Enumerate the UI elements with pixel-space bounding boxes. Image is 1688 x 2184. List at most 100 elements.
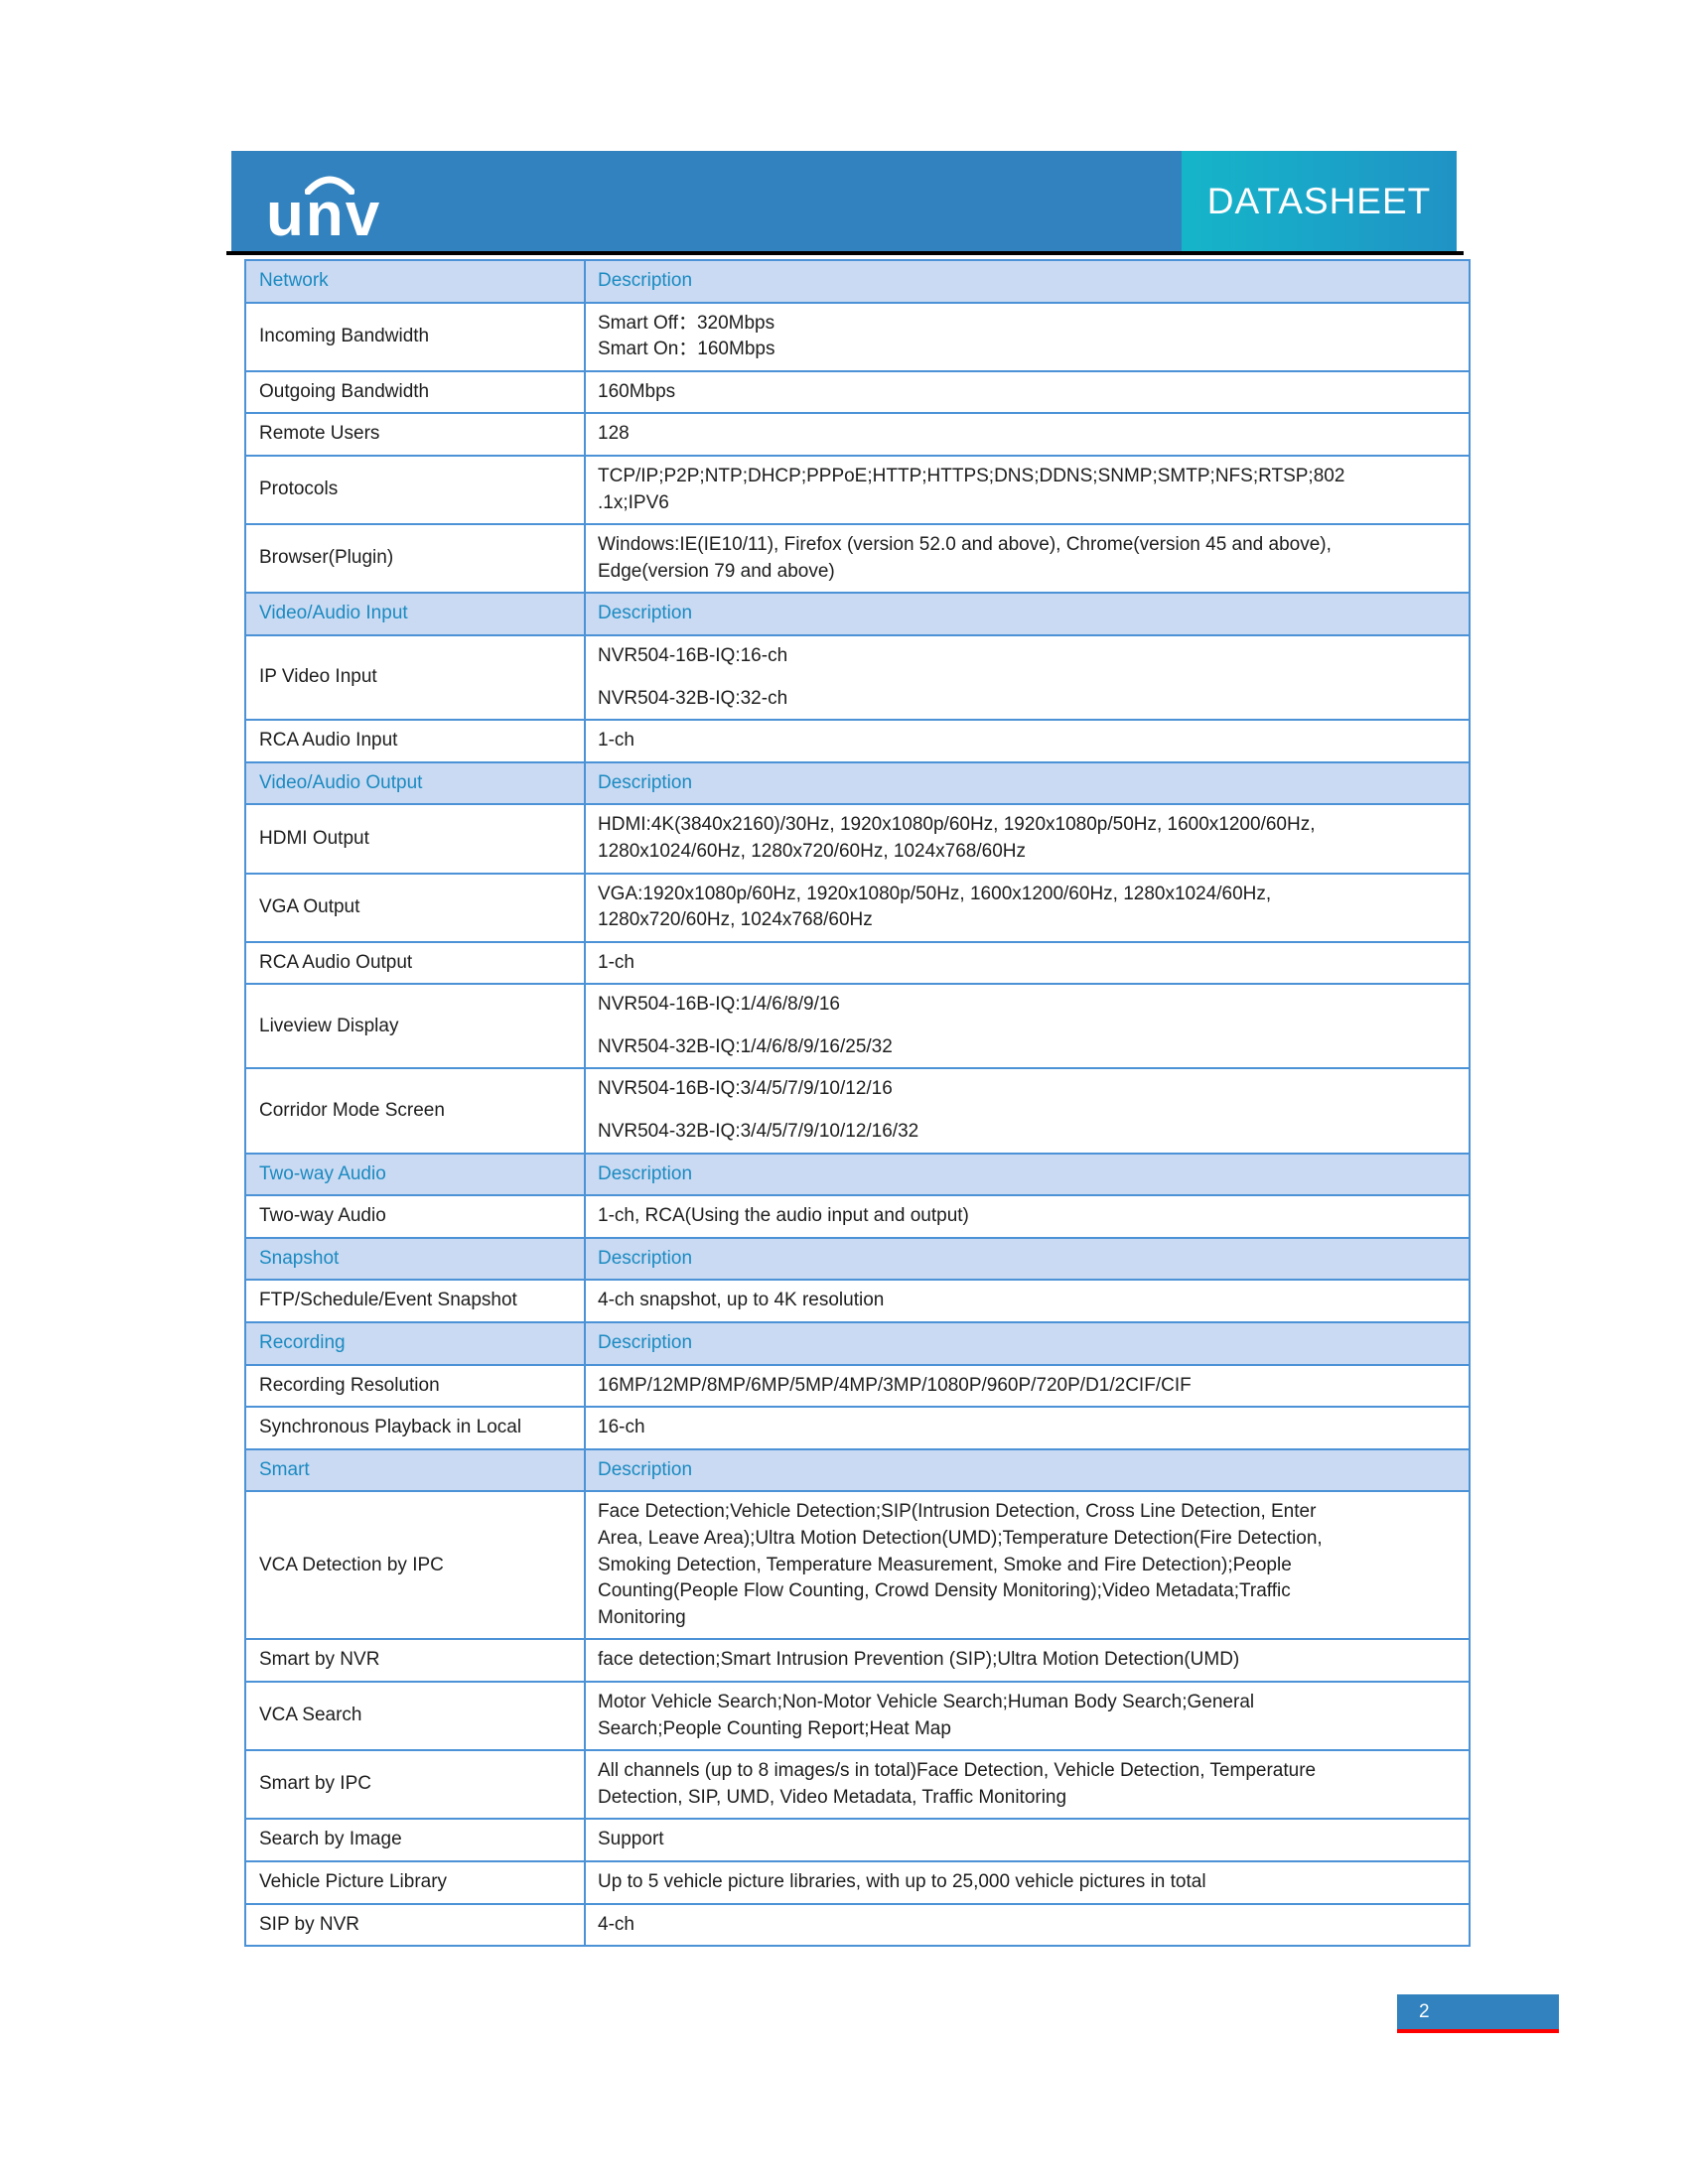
logo-text: unv [266, 181, 382, 249]
spec-row: Liveview Display NVR504-16B-IQ:1/4/6/8/9/… [246, 983, 1469, 1068]
spec-label: VCA Detection by IPC [246, 1492, 586, 1639]
spec-value-line: Motor Vehicle Search;Non-Motor Vehicle S… [598, 1691, 1255, 1712]
spec-value-line: 1-ch [598, 951, 634, 973]
spec-value: face detection;Smart Intrusion Preventio… [586, 1640, 1469, 1681]
spec-label: Protocols [246, 456, 586, 524]
spec-value-line: Detection, SIP, UMD, Video Metadata, Tra… [598, 1786, 1067, 1808]
spec-value: 4-ch [586, 1905, 1469, 1946]
spec-label: Liveview Display [246, 985, 586, 1068]
unv-logo: unv [266, 176, 381, 246]
spec-label: Incoming Bandwidth [246, 303, 586, 370]
spec-row: IP Video Input NVR504-16B-IQ:16-ch NVR504-… [246, 633, 1469, 720]
spec-label: Outgoing Bandwidth [246, 371, 586, 413]
spec-value-line: NVR504-32B-IQ:1/4/6/8/9/16/25/32 [598, 1035, 893, 1057]
section-label: Smart [246, 1449, 586, 1491]
spec-row: Remote Users 128 [246, 412, 1469, 455]
spec-row: Vehicle Picture Library Up to 5 vehicle p… [246, 1859, 1469, 1903]
brand-bar: unv [231, 151, 1182, 251]
spec-label: Remote Users [246, 414, 586, 455]
spec-value-line: VGA:1920x1080p/60Hz, 1920x1080p/50Hz, 16… [598, 883, 1272, 904]
spec-value-line: 16-ch [598, 1417, 645, 1438]
spec-value-line: Windows:IE(IE10/11), Firefox (version 52… [598, 534, 1332, 556]
spec-value: VGA:1920x1080p/60Hz, 1920x1080p/50Hz, 16… [586, 875, 1469, 941]
spec-label: VCA Search [246, 1682, 586, 1750]
section-label: Video/Audio Input [246, 594, 586, 634]
spec-value-line: TCP/IP;P2P;NTP;DHCP;PPPoE;HTTP;HTTPS;DNS… [598, 465, 1345, 486]
spec-row: VCA Search Motor Vehicle Search;Non-Motor… [246, 1680, 1469, 1750]
spec-label: Two-way Audio [246, 1196, 586, 1237]
spec-value: NVR504-16B-IQ:3/4/5/7/9/10/12/16 NVR504-3… [586, 1069, 1469, 1152]
spec-label: RCA Audio Input [246, 721, 586, 761]
spec-value-line: All channels (up to 8 images/s in total)… [598, 1760, 1317, 1782]
spec-table: Network Description Incoming Bandwidth Smar… [244, 259, 1471, 1948]
spec-label: Corridor Mode Screen [246, 1069, 586, 1153]
spec-value-line: NVR504-16B-IQ:3/4/5/7/9/10/12/16 [598, 1078, 893, 1100]
spec-row: Smart by IPC All channels (up to 8 images… [246, 1749, 1469, 1819]
spec-value: 16-ch [586, 1408, 1469, 1448]
spec-value: HDMI:4K(3840x2160)/30Hz, 1920x1080p/60Hz… [586, 805, 1469, 872]
spec-value-line: 4-ch [598, 1913, 634, 1935]
spec-value-line: 1-ch [598, 730, 634, 751]
section-description: Description [598, 1162, 693, 1184]
spec-value-line: NVR504-32B-IQ:32-ch [598, 687, 788, 709]
section-header-row: Smart Description [246, 1447, 1469, 1491]
spec-label: Search by Image [246, 1820, 586, 1860]
spec-value: 1-ch [586, 721, 1469, 761]
spec-value-line: Up to 5 vehicle picture libraries, with … [598, 1870, 1206, 1892]
spec-value: All channels (up to 8 images/s in total)… [586, 1751, 1469, 1818]
spec-label: HDMI Output [246, 805, 586, 873]
spec-row: RCA Audio Output 1-ch [246, 940, 1469, 984]
spec-value-line: 1-ch, RCA(Using the audio input and outp… [598, 1205, 969, 1227]
spec-value-line: NVR504-16B-IQ:1/4/6/8/9/16 [598, 994, 840, 1016]
spec-label: Browser(Plugin) [246, 525, 586, 593]
section-header-row: Snapshot Description [246, 1236, 1469, 1280]
section-header-row: Video/Audio Input Description [246, 592, 1469, 634]
spec-row: Two-way Audio 1-ch, RCA(Using the audio i… [246, 1194, 1469, 1237]
header-banner: unv DATASHEET [231, 151, 1457, 251]
spec-value-line: 1280x1024/60Hz, 1280x720/60Hz, 1024x768/… [598, 840, 1026, 862]
section-label: Network [246, 261, 586, 302]
spec-value-line: Smart Off：320Mbps [598, 312, 775, 334]
spec-value: 160Mbps [586, 372, 1469, 413]
page-number-box: 2 [1397, 1994, 1559, 2033]
section-header-row: Recording Description [246, 1321, 1469, 1364]
spec-row: Search by Image Support [246, 1818, 1469, 1860]
spec-label: VGA Output [246, 874, 586, 941]
spec-value: Support [586, 1820, 1469, 1860]
spec-value-line: Area, Leave Area);Ultra Motion Detection… [598, 1528, 1323, 1549]
section-label: Recording [246, 1323, 586, 1364]
spec-value: 16MP/12MP/8MP/6MP/5MP/4MP/3MP/1080P/960P… [586, 1366, 1469, 1407]
spec-label: Recording Resolution [246, 1365, 586, 1407]
spec-row: Synchronous Playback in Local 16-ch [246, 1406, 1469, 1448]
spec-row: VCA Detection by IPC Face Detection;Vehic… [246, 1490, 1469, 1639]
spec-value: NVR504-16B-IQ:1/4/6/8/9/16 NVR504-32B-IQ:… [586, 985, 1469, 1067]
spec-value: 1-ch, RCA(Using the audio input and outp… [586, 1196, 1469, 1237]
page-number-underline [1397, 2029, 1559, 2033]
spec-label: RCA Audio Output [246, 942, 586, 984]
spec-value: Face Detection;Vehicle Detection;SIP(Int… [586, 1492, 1469, 1638]
header-rule [226, 251, 1464, 255]
section-label: Two-way Audio [246, 1154, 586, 1195]
section-description: Description [598, 1332, 693, 1354]
spec-label: Vehicle Picture Library [246, 1861, 586, 1903]
section-description: Description [598, 771, 693, 793]
section-header-row: Two-way Audio Description [246, 1152, 1469, 1195]
spec-row: Browser(Plugin) Windows:IE(IE10/11), Fire… [246, 523, 1469, 593]
spec-value-line: Smoking Detection, Temperature Measureme… [598, 1554, 1292, 1575]
spec-value: NVR504-16B-IQ:16-ch NVR504-32B-IQ:32-ch [586, 636, 1469, 719]
spec-row: RCA Audio Input 1-ch [246, 719, 1469, 761]
spec-row: SIP by NVR 4-ch [246, 1902, 1469, 1946]
spec-label: SIP by NVR [246, 1904, 586, 1946]
spec-row: Outgoing Bandwidth 160Mbps [246, 369, 1469, 413]
datasheet-ribbon: DATASHEET [1182, 151, 1457, 251]
spec-label: Synchronous Playback in Local [246, 1408, 586, 1448]
spec-value-line: Counting(People Flow Counting, Crowd Den… [598, 1580, 1291, 1602]
spec-value: Smart Off：320Mbps Smart On：160Mbps [586, 304, 1469, 370]
spec-label: Smart by NVR [246, 1640, 586, 1681]
spec-value-line: 4-ch snapshot, up to 4K resolution [598, 1290, 885, 1311]
spec-value: 4-ch snapshot, up to 4K resolution [586, 1281, 1469, 1321]
spec-value: TCP/IP;P2P;NTP;DHCP;PPPoE;HTTP;HTTPS;DNS… [586, 457, 1469, 523]
section-description: Description [598, 1458, 693, 1480]
section-header-row: Video/Audio Output Description [246, 760, 1469, 804]
logo-arc-icon [305, 176, 354, 195]
